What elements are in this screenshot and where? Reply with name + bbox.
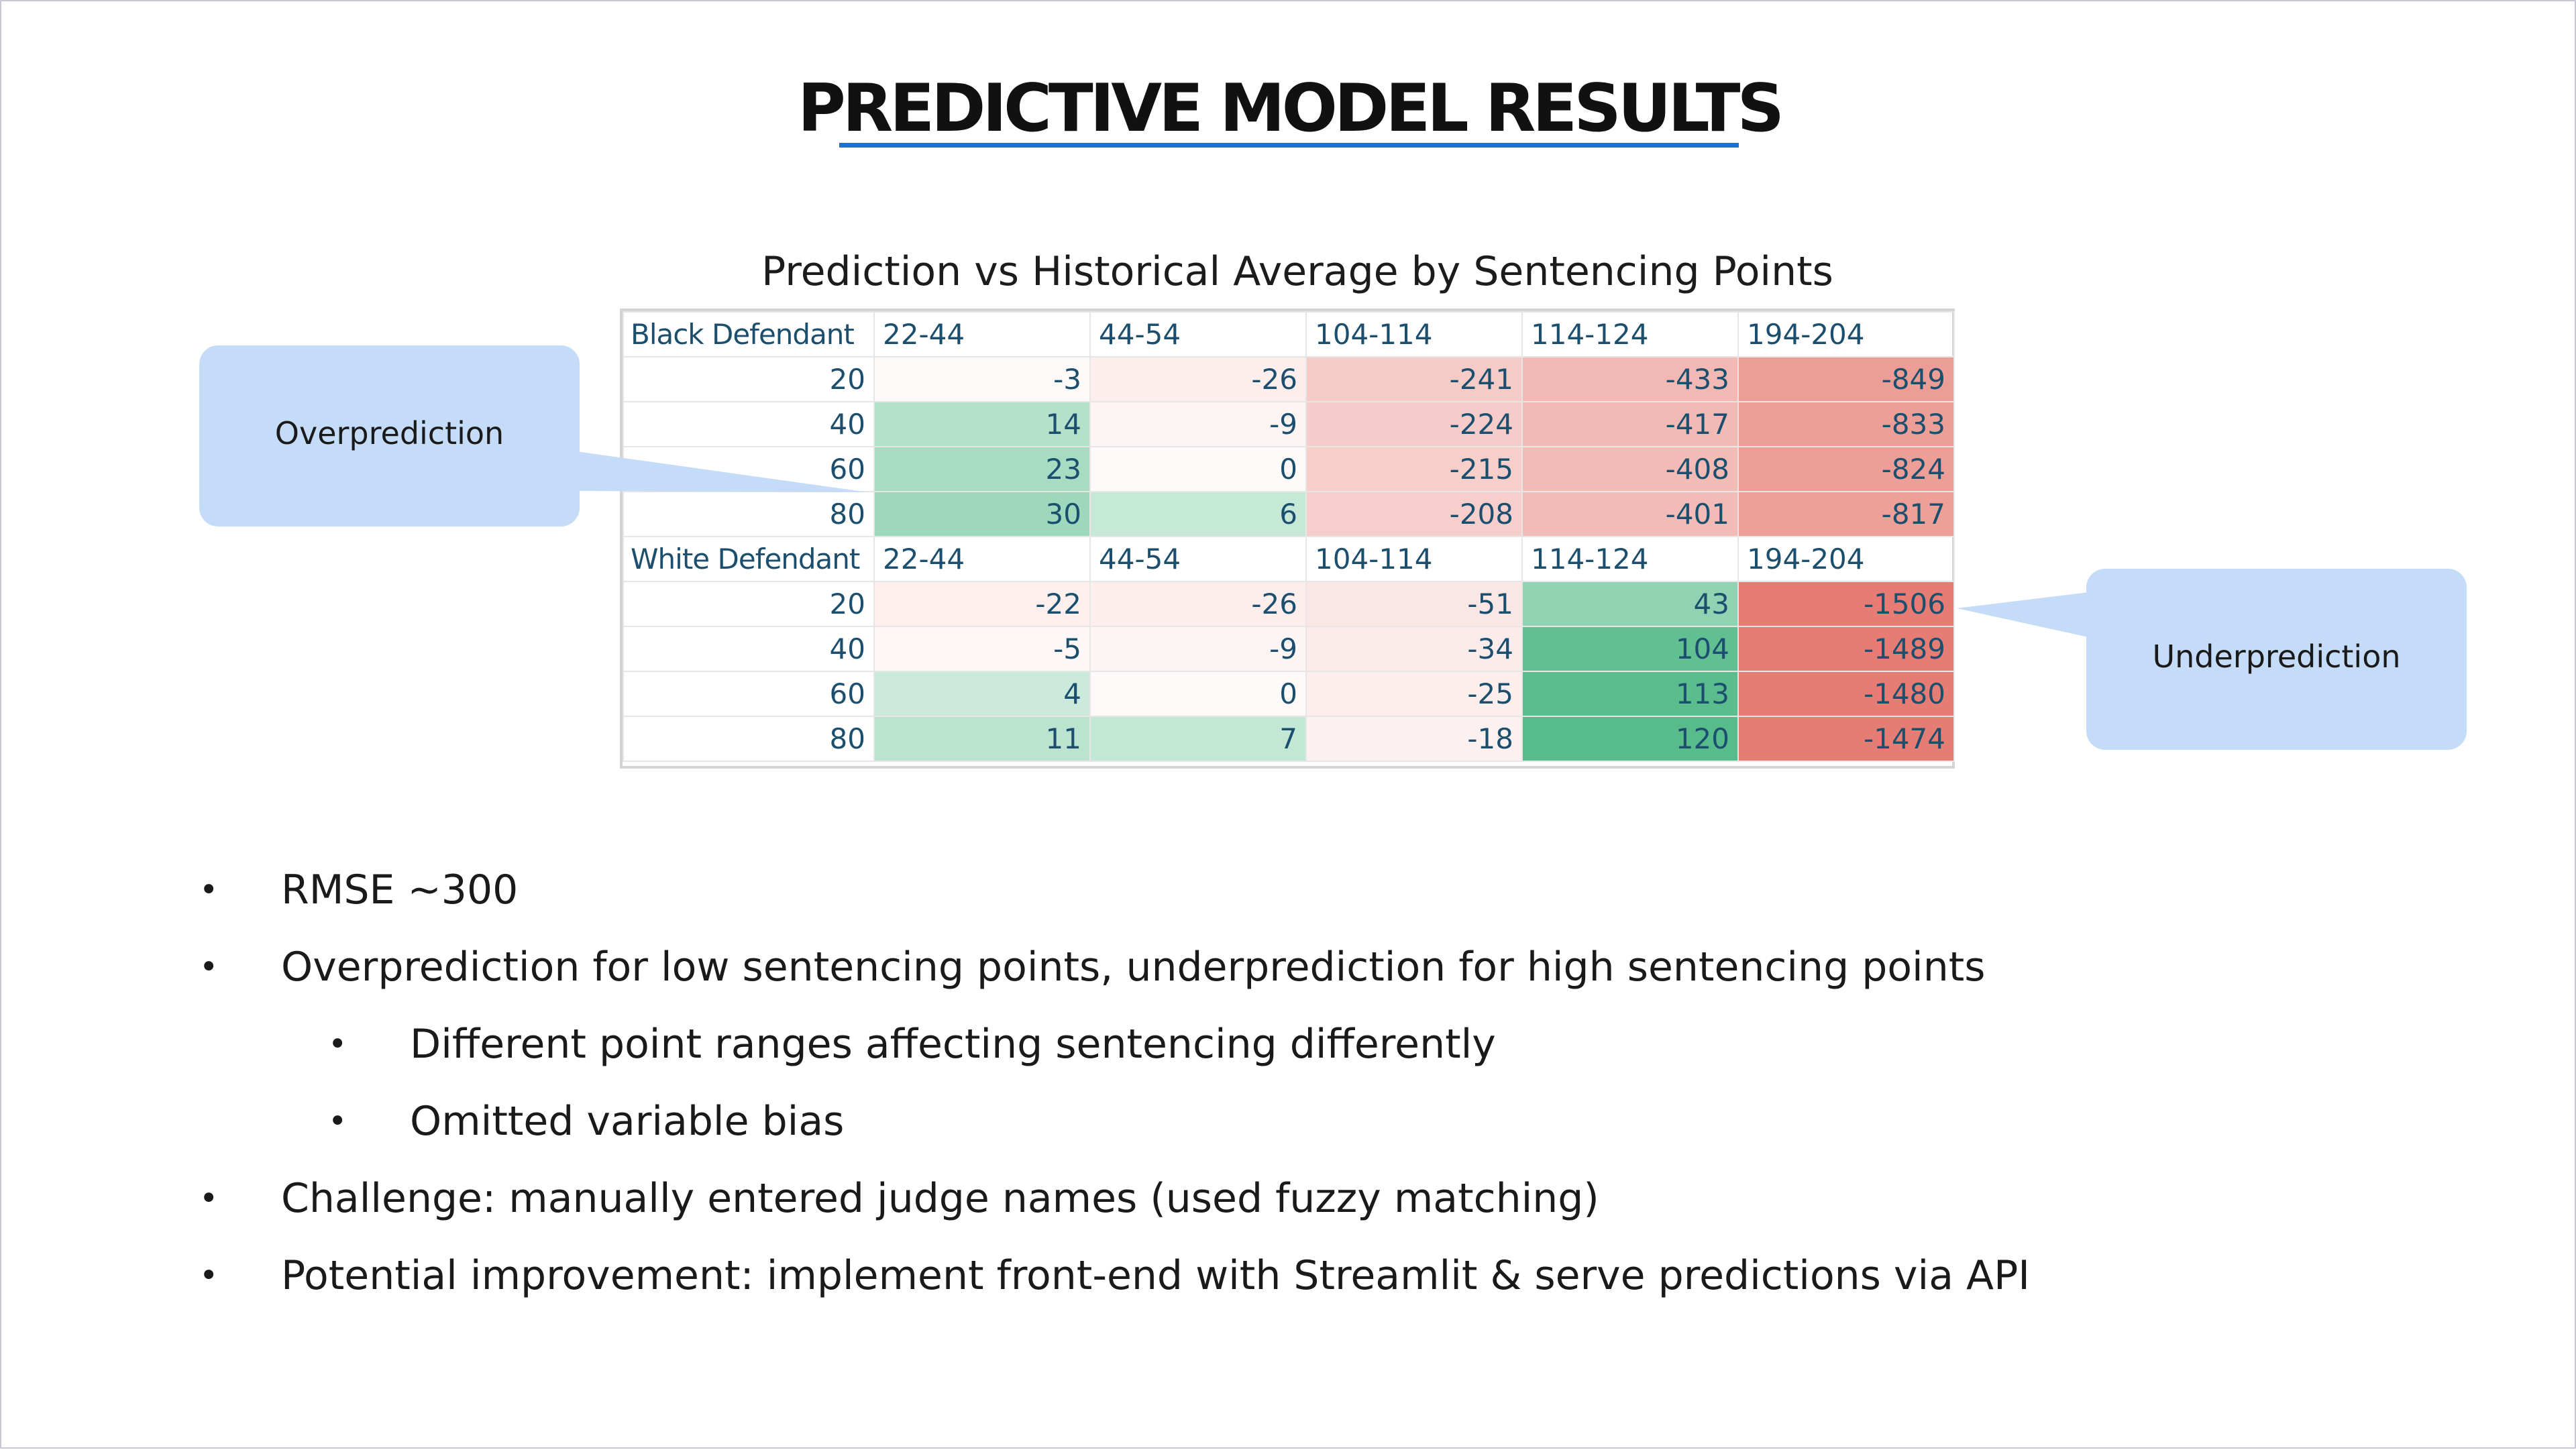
row-label: 40 <box>623 401 875 447</box>
bullet-text: Potential improvement: implement front-e… <box>281 1252 2030 1299</box>
column-header: 114-124 <box>1521 311 1739 357</box>
right-callout-pointer <box>1957 592 2094 638</box>
table-cell: 6 <box>1089 491 1307 537</box>
bullet-dot: • <box>199 1257 219 1294</box>
table-cell: -9 <box>1089 626 1307 672</box>
table-cell: -25 <box>1305 671 1523 717</box>
table-cell: -817 <box>1737 491 1955 537</box>
bullet-text: Challenge: manually entered judge names … <box>281 1175 1599 1222</box>
table-cell: -224 <box>1305 401 1523 447</box>
table-cell: -215 <box>1305 446 1523 492</box>
column-header: 22-44 <box>873 311 1091 357</box>
bullet-dot: • <box>199 871 219 909</box>
group-label: Black Defendant <box>623 311 875 357</box>
table-cell: -241 <box>1305 356 1523 402</box>
title-underline <box>839 143 1739 148</box>
table-cell: -22 <box>873 581 1091 627</box>
bullet-dot: • <box>199 1180 219 1217</box>
overprediction-callout <box>199 345 580 526</box>
row-label: 60 <box>623 671 875 717</box>
table-row: 80 30 6 -208 -401 -817 <box>623 491 1955 537</box>
row-label: 20 <box>623 356 875 402</box>
group-label: White Defendant <box>623 536 875 582</box>
table-cell: 104 <box>1521 626 1739 672</box>
table-cell: 0 <box>1089 446 1307 492</box>
table-cell: -433 <box>1521 356 1739 402</box>
overprediction-label: Overprediction <box>274 415 504 451</box>
table-cell: -1506 <box>1737 581 1955 627</box>
column-header: 194-204 <box>1737 536 1955 582</box>
table-title: Prediction vs Historical Average by Sent… <box>761 248 1833 295</box>
table-row: 60 23 0 -215 -408 -824 <box>623 446 1955 492</box>
table-cell: 113 <box>1521 671 1739 717</box>
table-cell: 4 <box>873 671 1091 717</box>
table-cell: 43 <box>1521 581 1739 627</box>
bullet-dot: • <box>199 948 219 986</box>
underprediction-label: Underprediction <box>2152 638 2401 675</box>
row-label: 40 <box>623 626 875 672</box>
table-cell: 23 <box>873 446 1091 492</box>
table-row: 40 -5 -9 -34 104 -1489 <box>623 626 1955 672</box>
table-cell: -34 <box>1305 626 1523 672</box>
table-cell: -1489 <box>1737 626 1955 672</box>
table-row: 20 -3 -26 -241 -433 -849 <box>623 356 1955 402</box>
table-cell: -1480 <box>1737 671 1955 717</box>
table-cell: -408 <box>1521 446 1739 492</box>
table-cell: -51 <box>1305 581 1523 627</box>
bullet-text: RMSE ~300 <box>281 867 519 913</box>
table-cell: -417 <box>1521 401 1739 447</box>
bullet-dot: • <box>328 1103 347 1140</box>
table-cell: -26 <box>1089 581 1307 627</box>
table-cell: -208 <box>1305 491 1523 537</box>
column-header: 114-124 <box>1521 536 1739 582</box>
table-cell: 11 <box>873 716 1091 762</box>
slide-title: PREDICTIVE MODEL RESULTS <box>797 70 1784 147</box>
bullet-text: Different point ranges affecting sentenc… <box>410 1021 1496 1068</box>
left-callout-pointer <box>572 451 868 492</box>
bullet-dot: • <box>328 1025 347 1063</box>
group-header-row: White Defendant 22-44 44-54 104-114 114-124 1… <box>623 536 1955 582</box>
table-cell: -401 <box>1521 491 1739 537</box>
table-row: 60 4 0 -25 113 -1480 <box>623 671 1955 717</box>
table-cell: 120 <box>1521 716 1739 762</box>
column-header: 44-54 <box>1089 536 1307 582</box>
row-label: 20 <box>623 581 875 627</box>
table-cell: 7 <box>1089 716 1307 762</box>
table-cell: -3 <box>873 356 1091 402</box>
table-cell: 14 <box>873 401 1091 447</box>
table-row: 80 11 7 -18 120 -1474 <box>623 716 1955 762</box>
table-cell: -5 <box>873 626 1091 672</box>
heatmap-table: Black Defendant 22-44 44-54 104-114 114-124 1… <box>623 311 1955 762</box>
column-header: 104-114 <box>1305 536 1523 582</box>
column-header: 194-204 <box>1737 311 1955 357</box>
row-label: 80 <box>623 716 875 762</box>
table-cell: -824 <box>1737 446 1955 492</box>
table-cell: -26 <box>1089 356 1307 402</box>
table-cell: 30 <box>873 491 1091 537</box>
table-cell: 0 <box>1089 671 1307 717</box>
table-cell: -9 <box>1089 401 1307 447</box>
bullet-text: Omitted variable bias <box>410 1098 845 1145</box>
table-row: 40 14 -9 -224 -417 -833 <box>623 401 1955 447</box>
column-header: 104-114 <box>1305 311 1523 357</box>
row-label: 80 <box>623 491 875 537</box>
table-cell: -833 <box>1737 401 1955 447</box>
table-cell: -18 <box>1305 716 1523 762</box>
bullet-text: Overprediction for low sentencing points… <box>281 944 1986 991</box>
column-header: 22-44 <box>873 536 1091 582</box>
group-header-row: Black Defendant 22-44 44-54 104-114 114-124 1… <box>623 311 1955 357</box>
underprediction-callout <box>2086 569 2467 750</box>
column-header: 44-54 <box>1089 311 1307 357</box>
table-cell: -1474 <box>1737 716 1955 762</box>
table-cell: -849 <box>1737 356 1955 402</box>
table-row: 20 -22 -26 -51 43 -1506 <box>623 581 1955 627</box>
